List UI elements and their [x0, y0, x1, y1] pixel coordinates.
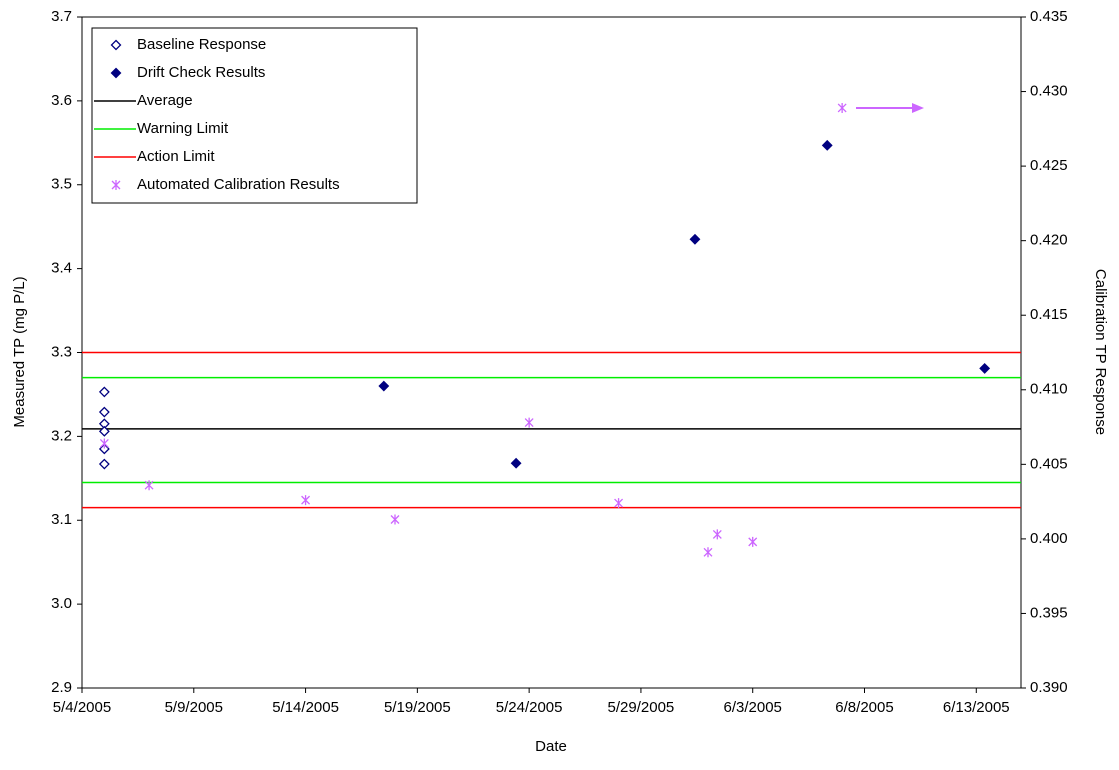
marker [301, 495, 311, 506]
marker [748, 536, 758, 547]
marker [510, 457, 522, 469]
marker [98, 425, 110, 437]
y2-tick-label: 0.420 [1030, 232, 1068, 249]
y2-axis-title: Calibration TP Response [1092, 269, 1109, 435]
legend-label: Baseline Response [137, 36, 266, 53]
legend-label: Average [137, 92, 193, 109]
x-tick-label: 5/19/2005 [384, 699, 451, 716]
y2-tick-label: 0.405 [1030, 455, 1068, 472]
y2-tick-label: 0.395 [1030, 604, 1068, 621]
marker [614, 498, 624, 509]
y2-tick-label: 0.410 [1030, 381, 1068, 398]
y-tick-label: 3.3 [51, 343, 72, 360]
marker [524, 417, 534, 428]
x-tick-label: 6/8/2005 [835, 699, 893, 716]
legend-box [91, 27, 418, 204]
marker [821, 139, 833, 151]
marker [390, 514, 400, 525]
x-tick-label: 5/9/2005 [165, 699, 223, 716]
marker [98, 458, 110, 470]
legend-marker [111, 180, 121, 190]
y-tick-label: 3.5 [51, 176, 72, 193]
legend-label: Action Limit [137, 148, 215, 165]
marker [144, 480, 154, 491]
y-tick-label: 3.1 [51, 511, 72, 528]
y2-tick-label: 0.415 [1030, 306, 1068, 323]
y-tick-label: 2.9 [51, 679, 72, 696]
y-axis-title: Measured TP (mg P/L) [11, 276, 28, 427]
x-tick-label: 5/24/2005 [496, 699, 563, 716]
legend: Baseline Response Drift Check Results Aver… [91, 27, 418, 204]
y2-tick-label: 0.400 [1030, 530, 1068, 547]
marker [837, 102, 847, 113]
y-tick-label: 3.4 [51, 260, 72, 277]
marker [378, 380, 390, 392]
legend-marker [110, 39, 122, 51]
y2-tick-label: 0.435 [1030, 8, 1068, 25]
x-tick-label: 5/14/2005 [272, 699, 339, 716]
marker [979, 363, 991, 374]
y2-tick-label: 0.425 [1030, 157, 1068, 174]
annotation-arrowhead [912, 103, 924, 113]
legend-label: Warning Limit [137, 120, 229, 137]
marker [98, 443, 110, 455]
marker [712, 529, 722, 540]
x-tick-label: 6/3/2005 [724, 699, 782, 716]
y-tick-label: 3.2 [51, 427, 72, 444]
y2-tick-label: 0.390 [1030, 679, 1068, 696]
legend-marker [110, 67, 122, 79]
y-tick-label: 3.6 [51, 92, 72, 109]
x-tick-label: 6/13/2005 [943, 699, 1010, 716]
marker [98, 406, 110, 418]
marker [703, 547, 713, 558]
x-tick-label: 5/4/2005 [53, 699, 111, 716]
y-tick-label: 3.7 [51, 8, 72, 25]
x-tick-label: 5/29/2005 [608, 699, 675, 716]
y2-tick-label: 0.430 [1030, 83, 1068, 100]
marker [98, 386, 110, 398]
marker [99, 438, 109, 449]
y-tick-label: 3.0 [51, 595, 72, 612]
legend-label: Automated Calibration Results [137, 176, 340, 193]
legend-label: Drift Check Results [137, 64, 265, 81]
x-axis-title: Date [535, 738, 567, 755]
marker [689, 233, 701, 245]
